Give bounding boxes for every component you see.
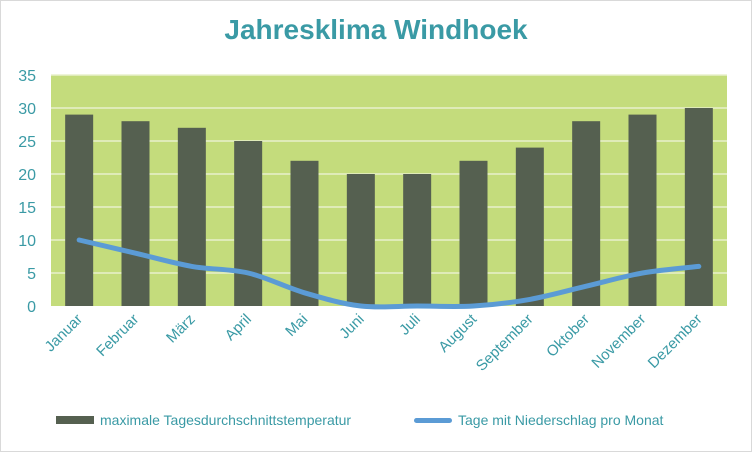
x-tick-label: Februar — [93, 311, 142, 360]
legend-label-temperature: maximale Tagesdurchschnittstemperatur — [100, 412, 352, 428]
bar — [346, 174, 375, 306]
series-line — [76, 237, 702, 310]
bar — [684, 108, 713, 306]
legend-item-precipitation: Tage mit Niederschlag pro Monat — [414, 412, 663, 428]
bar — [459, 160, 488, 306]
legend-label-precipitation: Tage mit Niederschlag pro Monat — [458, 412, 664, 428]
y-tick-label: 25 — [18, 134, 36, 151]
bar — [177, 127, 206, 306]
plot-area — [51, 75, 727, 306]
x-tick-label: August — [435, 310, 481, 356]
x-tick-label: April — [222, 311, 255, 344]
y-tick-label: 15 — [18, 200, 36, 217]
x-tick-label: November — [588, 311, 649, 372]
x-tick-label: September — [473, 311, 537, 375]
x-tick-label: Oktober — [543, 311, 593, 361]
chart-title: Jahresklima Windhoek — [224, 14, 528, 45]
x-tick-label: Januar — [42, 311, 86, 355]
y-tick-label: 10 — [18, 233, 36, 250]
x-tick-label: Juni — [336, 311, 367, 342]
bar — [572, 121, 601, 306]
bar — [290, 160, 319, 306]
bar — [121, 121, 150, 306]
x-tick-label: Mai — [282, 311, 311, 340]
y-tick-label: 35 — [18, 68, 36, 85]
bar — [403, 174, 432, 306]
legend-item-temperature: maximale Tagesdurchschnittstemperatur — [56, 412, 351, 428]
chart-legend: maximale Tagesdurchschnittstemperatur Ta… — [0, 412, 752, 434]
x-tick-label: Dezember — [645, 311, 706, 372]
x-tick-label: Juli — [396, 311, 424, 339]
y-tick-label: 0 — [27, 299, 36, 316]
legend-swatch-line — [414, 417, 452, 423]
bar — [515, 147, 544, 306]
y-tick-label: 30 — [18, 101, 36, 118]
bar — [65, 114, 94, 306]
x-tick-label: März — [163, 311, 199, 347]
y-tick-label: 20 — [18, 167, 36, 184]
bar — [234, 141, 263, 306]
legend-swatch-bar — [56, 416, 94, 424]
y-tick-label: 5 — [27, 266, 36, 283]
